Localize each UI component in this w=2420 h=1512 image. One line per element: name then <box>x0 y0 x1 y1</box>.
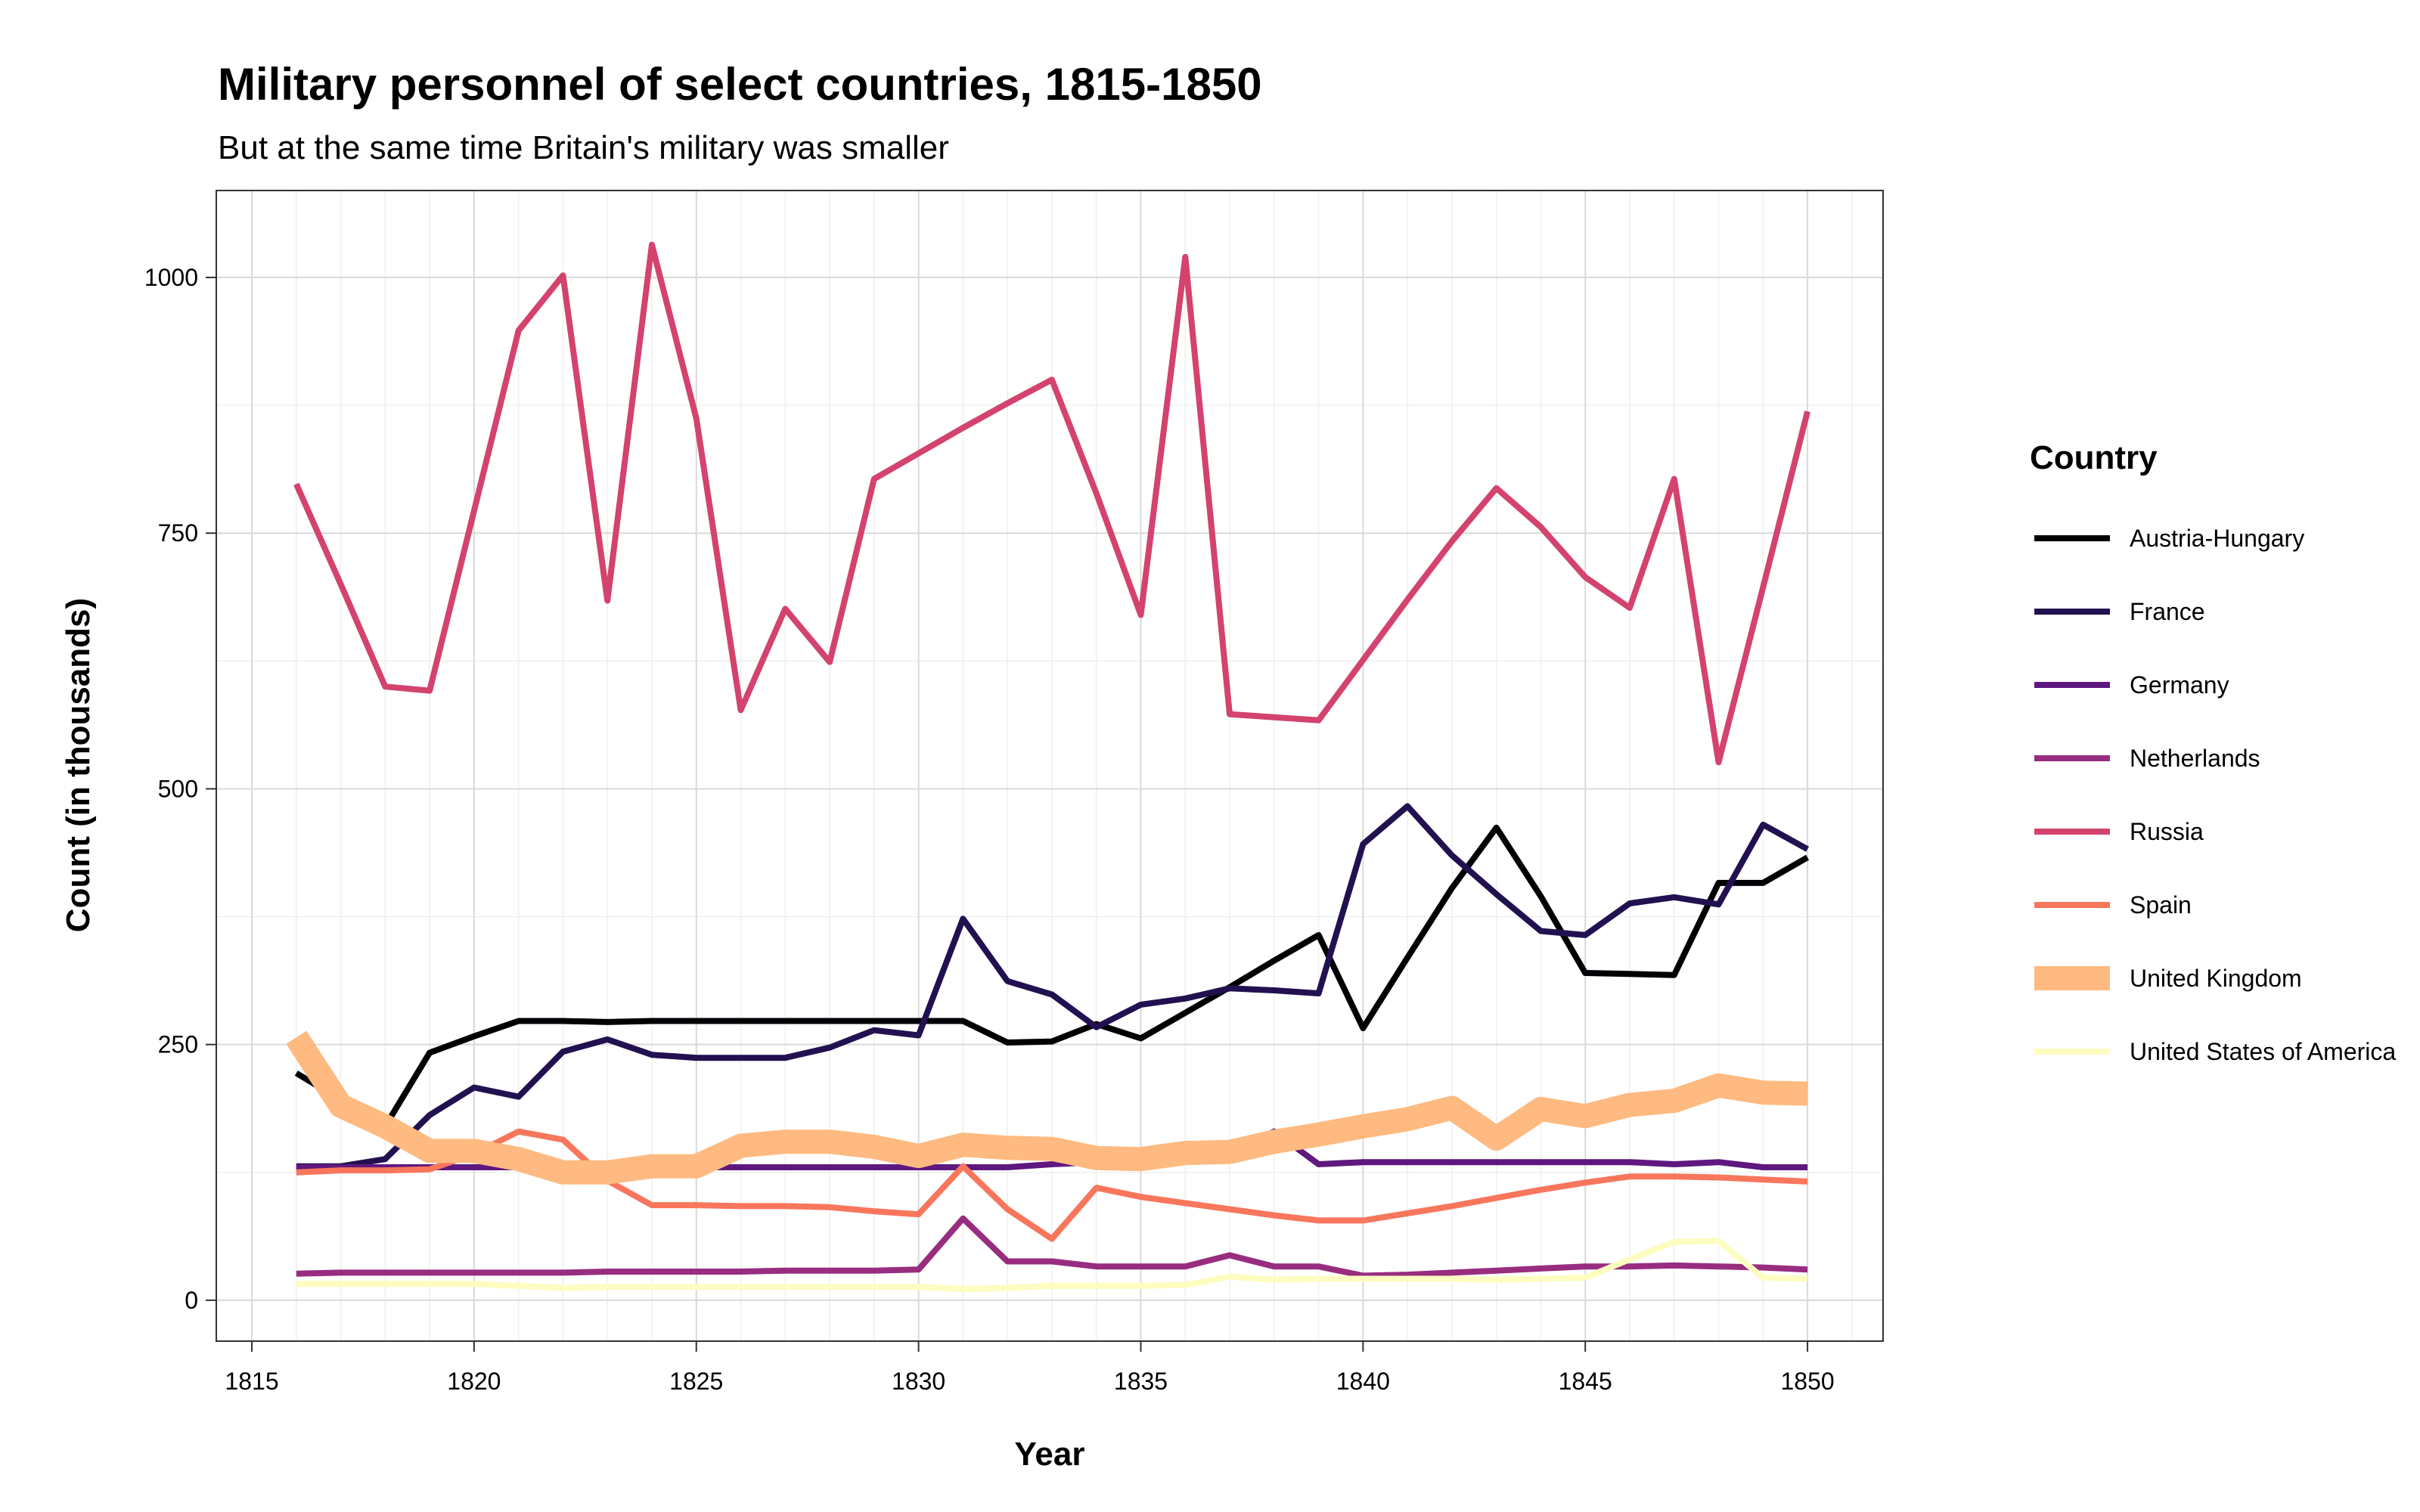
legend: Austria-Hungary France Germany Netherlands R… <box>2034 525 2396 1065</box>
legend-label-germany: Germany <box>2130 671 2229 699</box>
y-tick-label: 1000 <box>144 264 198 291</box>
legend-title: Country <box>2030 439 2158 476</box>
series-line-united-states-of-america <box>296 1238 1808 1292</box>
legend-label-austria-hungary: Austria-Hungary <box>2130 525 2304 552</box>
y-axis-title: Count (in thousands) <box>60 598 97 932</box>
x-tick-label: 1850 <box>1780 1368 1834 1395</box>
y-axis: 0 250 500 750 1000 <box>144 264 216 1314</box>
series-line-austria-hungary <box>294 824 1810 1129</box>
x-axis: 1815 1820 1825 1830 1835 1840 1845 1850 <box>225 1341 1835 1395</box>
plot-series <box>286 241 1810 1292</box>
y-tick-label: 0 <box>185 1287 198 1314</box>
series-line-france <box>296 803 1810 1170</box>
y-tick-label: 250 <box>158 1031 198 1058</box>
legend-label-netherlands: Netherlands <box>2130 745 2260 772</box>
y-tick-label: 750 <box>158 519 198 547</box>
series-line-united-kingdom <box>286 1030 1808 1185</box>
x-tick-label: 1820 <box>447 1368 501 1395</box>
plot-panel-border <box>216 190 1884 1342</box>
x-axis-title: Year <box>1015 1436 1085 1473</box>
legend-label-united-kingdom: United Kingdom <box>2130 965 2302 992</box>
y-tick-label: 500 <box>158 775 198 802</box>
x-tick-label: 1840 <box>1336 1368 1390 1395</box>
x-tick-label: 1845 <box>1559 1368 1612 1395</box>
legend-label-spain: Spain <box>2130 891 2192 919</box>
series-line-netherlands <box>296 1215 1808 1279</box>
x-tick-label: 1825 <box>669 1368 723 1395</box>
legend-label-russia: Russia <box>2130 818 2204 845</box>
x-tick-label: 1830 <box>892 1368 945 1395</box>
x-tick-label: 1835 <box>1114 1368 1168 1395</box>
chart-subtitle: But at the same time Britain's military … <box>218 129 949 166</box>
x-tick-label: 1815 <box>225 1368 278 1395</box>
legend-label-france: France <box>2130 598 2205 625</box>
series-line-russia <box>293 241 1810 766</box>
legend-label-united-states-of-america: United States of America <box>2130 1038 2396 1065</box>
series-line-spain <box>296 1128 1808 1242</box>
chart-title: Military personnel of select countries, … <box>218 59 1262 110</box>
